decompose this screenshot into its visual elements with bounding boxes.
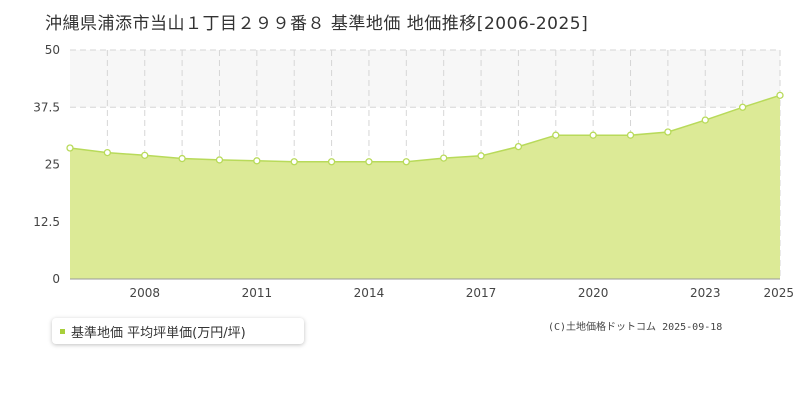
credit-text: (C)土地価格ドットコム 2025-09-18 (548, 322, 723, 333)
data-point (440, 154, 448, 162)
price-line (69, 94, 781, 163)
x-tick-label: 2008 (129, 286, 160, 300)
data-point (103, 148, 112, 157)
legend-label: 基準地価 平均坪単価(万円/坪) (71, 326, 246, 341)
data-point (701, 116, 709, 124)
data-point (66, 144, 74, 152)
data-points (66, 91, 784, 166)
legend: 基準地価 平均坪単価(万円/坪) (52, 318, 304, 344)
x-tick-label: 2011 (242, 286, 273, 300)
x-tick-label: 2025 (763, 286, 794, 300)
x-tick-label: 2020 (578, 286, 609, 300)
data-point (552, 131, 560, 139)
x-tick-label: 2017 (466, 286, 497, 300)
data-point (290, 158, 298, 166)
y-tick-label: 25 (45, 158, 60, 172)
data-point (776, 91, 784, 99)
data-point (514, 142, 523, 151)
data-point (327, 158, 336, 166)
data-point (253, 157, 261, 165)
data-point (365, 158, 373, 166)
upper-band (70, 50, 780, 108)
data-point (738, 103, 747, 111)
data-point (402, 158, 410, 166)
x-tick-label: 2023 (690, 286, 721, 300)
y-tick-label: 12.5 (33, 215, 60, 229)
data-point (589, 131, 597, 139)
data-point (178, 154, 186, 163)
data-point (477, 152, 485, 160)
data-point (664, 128, 672, 136)
legend-marker-icon (60, 329, 65, 334)
data-point (626, 131, 635, 139)
y-tick-label: 0 (52, 272, 60, 286)
y-axis-labels: 0 12.5 25 37.5 50 (33, 43, 60, 286)
chart-title: 沖縄県浦添市当山１丁目２９９番８ 基準地価 地価推移[2006-2025] (45, 14, 589, 34)
data-point (141, 151, 149, 159)
data-point (215, 156, 224, 164)
y-tick-label: 37.5 (33, 100, 60, 114)
price-area (70, 95, 780, 279)
x-axis-labels: 2008 2011 2014 2017 2020 2023 2025 (129, 286, 794, 300)
y-tick-label: 50 (45, 43, 60, 57)
x-tick-label: 2014 (354, 286, 385, 300)
